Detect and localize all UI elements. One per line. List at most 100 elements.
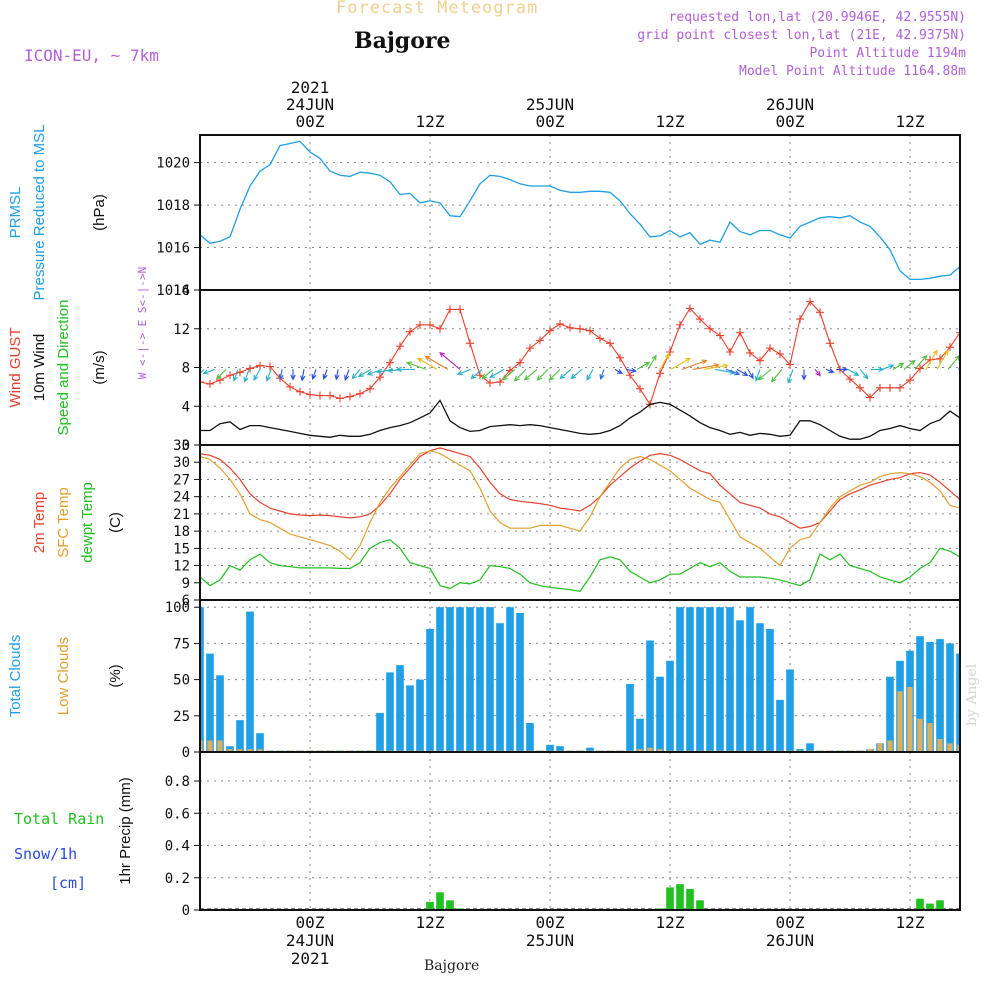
total-cloud-bar xyxy=(726,607,734,752)
point-altitude: Point Altitude 1194m xyxy=(809,46,966,61)
wind-direction-arrow xyxy=(754,369,761,382)
panel-frame xyxy=(199,599,961,753)
wind-direction-arrow xyxy=(903,359,916,370)
panel-label: Wind GUST xyxy=(7,327,24,407)
y-tick-label: 0.8 xyxy=(165,774,190,790)
gust-marker xyxy=(856,383,864,392)
panel-wind xyxy=(194,289,961,446)
wind-direction-arrow xyxy=(215,369,227,380)
y-tick-label: 1018 xyxy=(156,198,190,214)
gust-marker xyxy=(716,331,724,340)
wind-direction-arrow xyxy=(439,351,461,370)
gust-marker xyxy=(826,339,834,348)
low-cloud-bar xyxy=(937,739,943,752)
gust-marker xyxy=(346,392,354,401)
wind-direction-arrow xyxy=(344,369,350,381)
gust-marker xyxy=(426,320,434,329)
low-cloud-bar xyxy=(227,749,233,752)
rain-bar xyxy=(696,900,704,910)
wind-direction-arrow xyxy=(311,369,317,380)
panel-label: PRMSL xyxy=(7,187,24,239)
requested-coords: requested lon,lat (20.9946E, 42.9555N) xyxy=(668,10,966,25)
gust-marker xyxy=(626,371,634,380)
wind-direction-arrow xyxy=(599,369,605,380)
total-cloud-bar xyxy=(236,720,244,752)
gust-marker xyxy=(456,305,464,314)
rain-bar xyxy=(916,898,924,910)
total-cloud-bar xyxy=(206,653,214,752)
footer-location: Bajgore xyxy=(424,958,480,974)
y-tick-label: 24 xyxy=(173,490,190,506)
temp-line-2m-temp xyxy=(200,447,960,529)
panel-label: dewpt Temp xyxy=(79,482,96,563)
top-hour-label: 12Z xyxy=(656,112,685,131)
total-cloud-bar xyxy=(406,685,414,752)
top-hour-label: 00Z xyxy=(536,112,565,131)
wind-direction-arrow xyxy=(202,368,216,375)
total-cloud-bar xyxy=(506,607,514,752)
model-label: ICON-EU, ~ 7km xyxy=(24,46,159,65)
gust-marker xyxy=(866,393,874,402)
wind-direction-arrow xyxy=(488,368,505,379)
low-cloud-bar xyxy=(887,740,893,752)
bottom-date-label: 26JUN xyxy=(766,931,814,950)
precip-label-snow: Snow/1h xyxy=(14,845,77,863)
unit-label: (hPa) xyxy=(91,194,108,231)
total-cloud-bar xyxy=(396,665,404,752)
plot-area-pressure xyxy=(200,140,960,281)
y-tick-label: 50 xyxy=(173,673,190,689)
total-cloud-bar xyxy=(676,607,684,752)
low-cloud-bar xyxy=(917,718,923,752)
total-cloud-bar xyxy=(806,743,814,752)
plot-area-clouds xyxy=(200,607,960,752)
gust-marker xyxy=(886,383,894,392)
panel-clouds xyxy=(194,599,961,753)
y-tick-label: 30 xyxy=(173,455,190,471)
total-cloud-bar xyxy=(626,684,634,752)
gust-marker xyxy=(386,358,394,367)
bottom-hour-label: 12Z xyxy=(896,913,925,932)
chart-title: Forecast Meteogram xyxy=(336,0,539,18)
total-cloud-bar xyxy=(546,744,554,752)
total-cloud-bar xyxy=(706,607,714,752)
gust-marker xyxy=(266,362,274,371)
panel-pressure xyxy=(194,134,961,291)
low-cloud-bar xyxy=(907,686,913,752)
top-year-label: 2021 xyxy=(291,78,330,97)
panel-label: SFC Temp xyxy=(55,487,72,558)
total-cloud-bar xyxy=(436,607,444,752)
wind-direction-arrow xyxy=(681,359,708,370)
total-cloud-bar xyxy=(656,676,664,752)
gust-marker xyxy=(246,364,254,373)
gust-marker xyxy=(786,360,794,369)
gust-marker xyxy=(636,384,644,393)
gust-marker xyxy=(776,349,784,358)
plot-area-precip xyxy=(200,884,960,910)
wind-direction-arrow xyxy=(300,369,306,382)
gust-marker xyxy=(206,379,214,388)
total-cloud-bar xyxy=(756,623,764,752)
gust-marker xyxy=(326,391,334,400)
gust-marker xyxy=(876,383,884,392)
total-cloud-bar xyxy=(416,679,424,752)
panel-label: Total Clouds xyxy=(7,635,24,718)
total-cloud-bar xyxy=(916,636,924,752)
wind-direction-arrow xyxy=(232,369,239,382)
low-cloud-bar xyxy=(257,749,263,752)
gust-marker xyxy=(546,326,554,335)
y-tick-label: 75 xyxy=(173,636,190,652)
y-tick-label: 33 xyxy=(173,438,190,454)
gust-marker xyxy=(666,348,674,356)
gust-marker xyxy=(366,384,374,393)
wind-direction-arrow xyxy=(278,369,284,381)
wind-direction-arrow xyxy=(200,369,205,375)
y-tick-label: 0 xyxy=(182,745,190,761)
y-tick-label: 18 xyxy=(173,524,190,540)
gust-marker xyxy=(726,348,734,356)
gust-marker xyxy=(200,378,204,387)
bottom-year-label: 2021 xyxy=(291,949,330,968)
low-cloud-bar xyxy=(647,747,653,752)
gust-marker xyxy=(296,387,304,396)
wind-direction-arrow xyxy=(559,368,572,380)
